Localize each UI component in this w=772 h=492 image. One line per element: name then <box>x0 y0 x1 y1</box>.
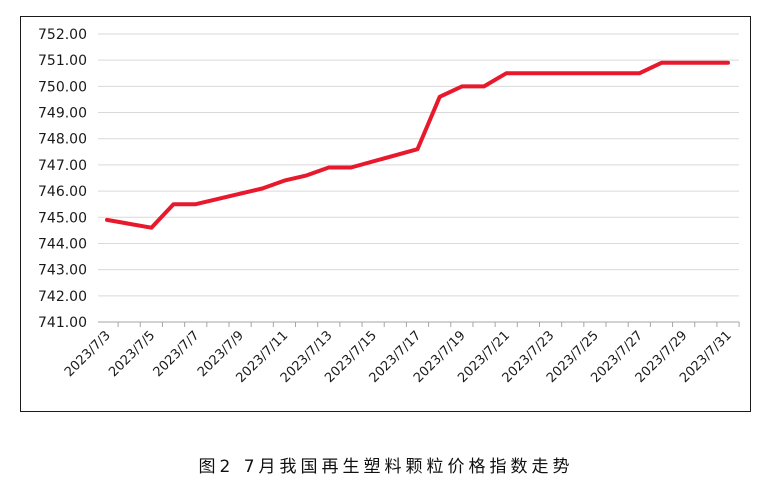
y-tick-label: 752.00 <box>38 27 87 43</box>
y-tick-label: 742.00 <box>38 289 87 305</box>
figure-caption: 图2 7月我国再生塑料颗粒价格指数走势 <box>198 457 574 477</box>
y-tick-label: 744.00 <box>38 236 87 252</box>
y-tick-label: 746.00 <box>38 184 87 200</box>
series-line <box>105 60 730 230</box>
x-tick-label: 2023/7/7 <box>151 328 203 380</box>
gridlines <box>98 33 739 297</box>
y-tick-labels: 741.00 742.00 743.00 744.00 745.00 746.00 747.… <box>38 27 87 331</box>
x-tick-label: 2023/7/5 <box>106 328 158 380</box>
y-tick-label: 741.00 <box>38 315 87 331</box>
y-tick-label: 743.00 <box>38 263 87 279</box>
y-tick-label: 745.00 <box>38 210 87 226</box>
y-tick-label: 748.00 <box>38 132 87 148</box>
series-line-layer <box>105 60 730 230</box>
y-tick-label: 749.00 <box>38 106 87 122</box>
y-tick-label: 751.00 <box>38 53 87 69</box>
chart-frame: 741.00 742.00 743.00 744.00 745.00 746.00 747.… <box>20 16 751 412</box>
y-tick-label: 747.00 <box>38 158 87 174</box>
x-tick-labels: 2023/7/32023/7/52023/7/72023/7/92023/7/1… <box>62 328 735 386</box>
x-tick-label: 2023/7/3 <box>62 328 114 380</box>
y-tick-label: 750.00 <box>38 79 87 95</box>
x-axis <box>98 321 740 327</box>
line-chart: 741.00 742.00 743.00 744.00 745.00 746.00 747.… <box>38 27 740 386</box>
